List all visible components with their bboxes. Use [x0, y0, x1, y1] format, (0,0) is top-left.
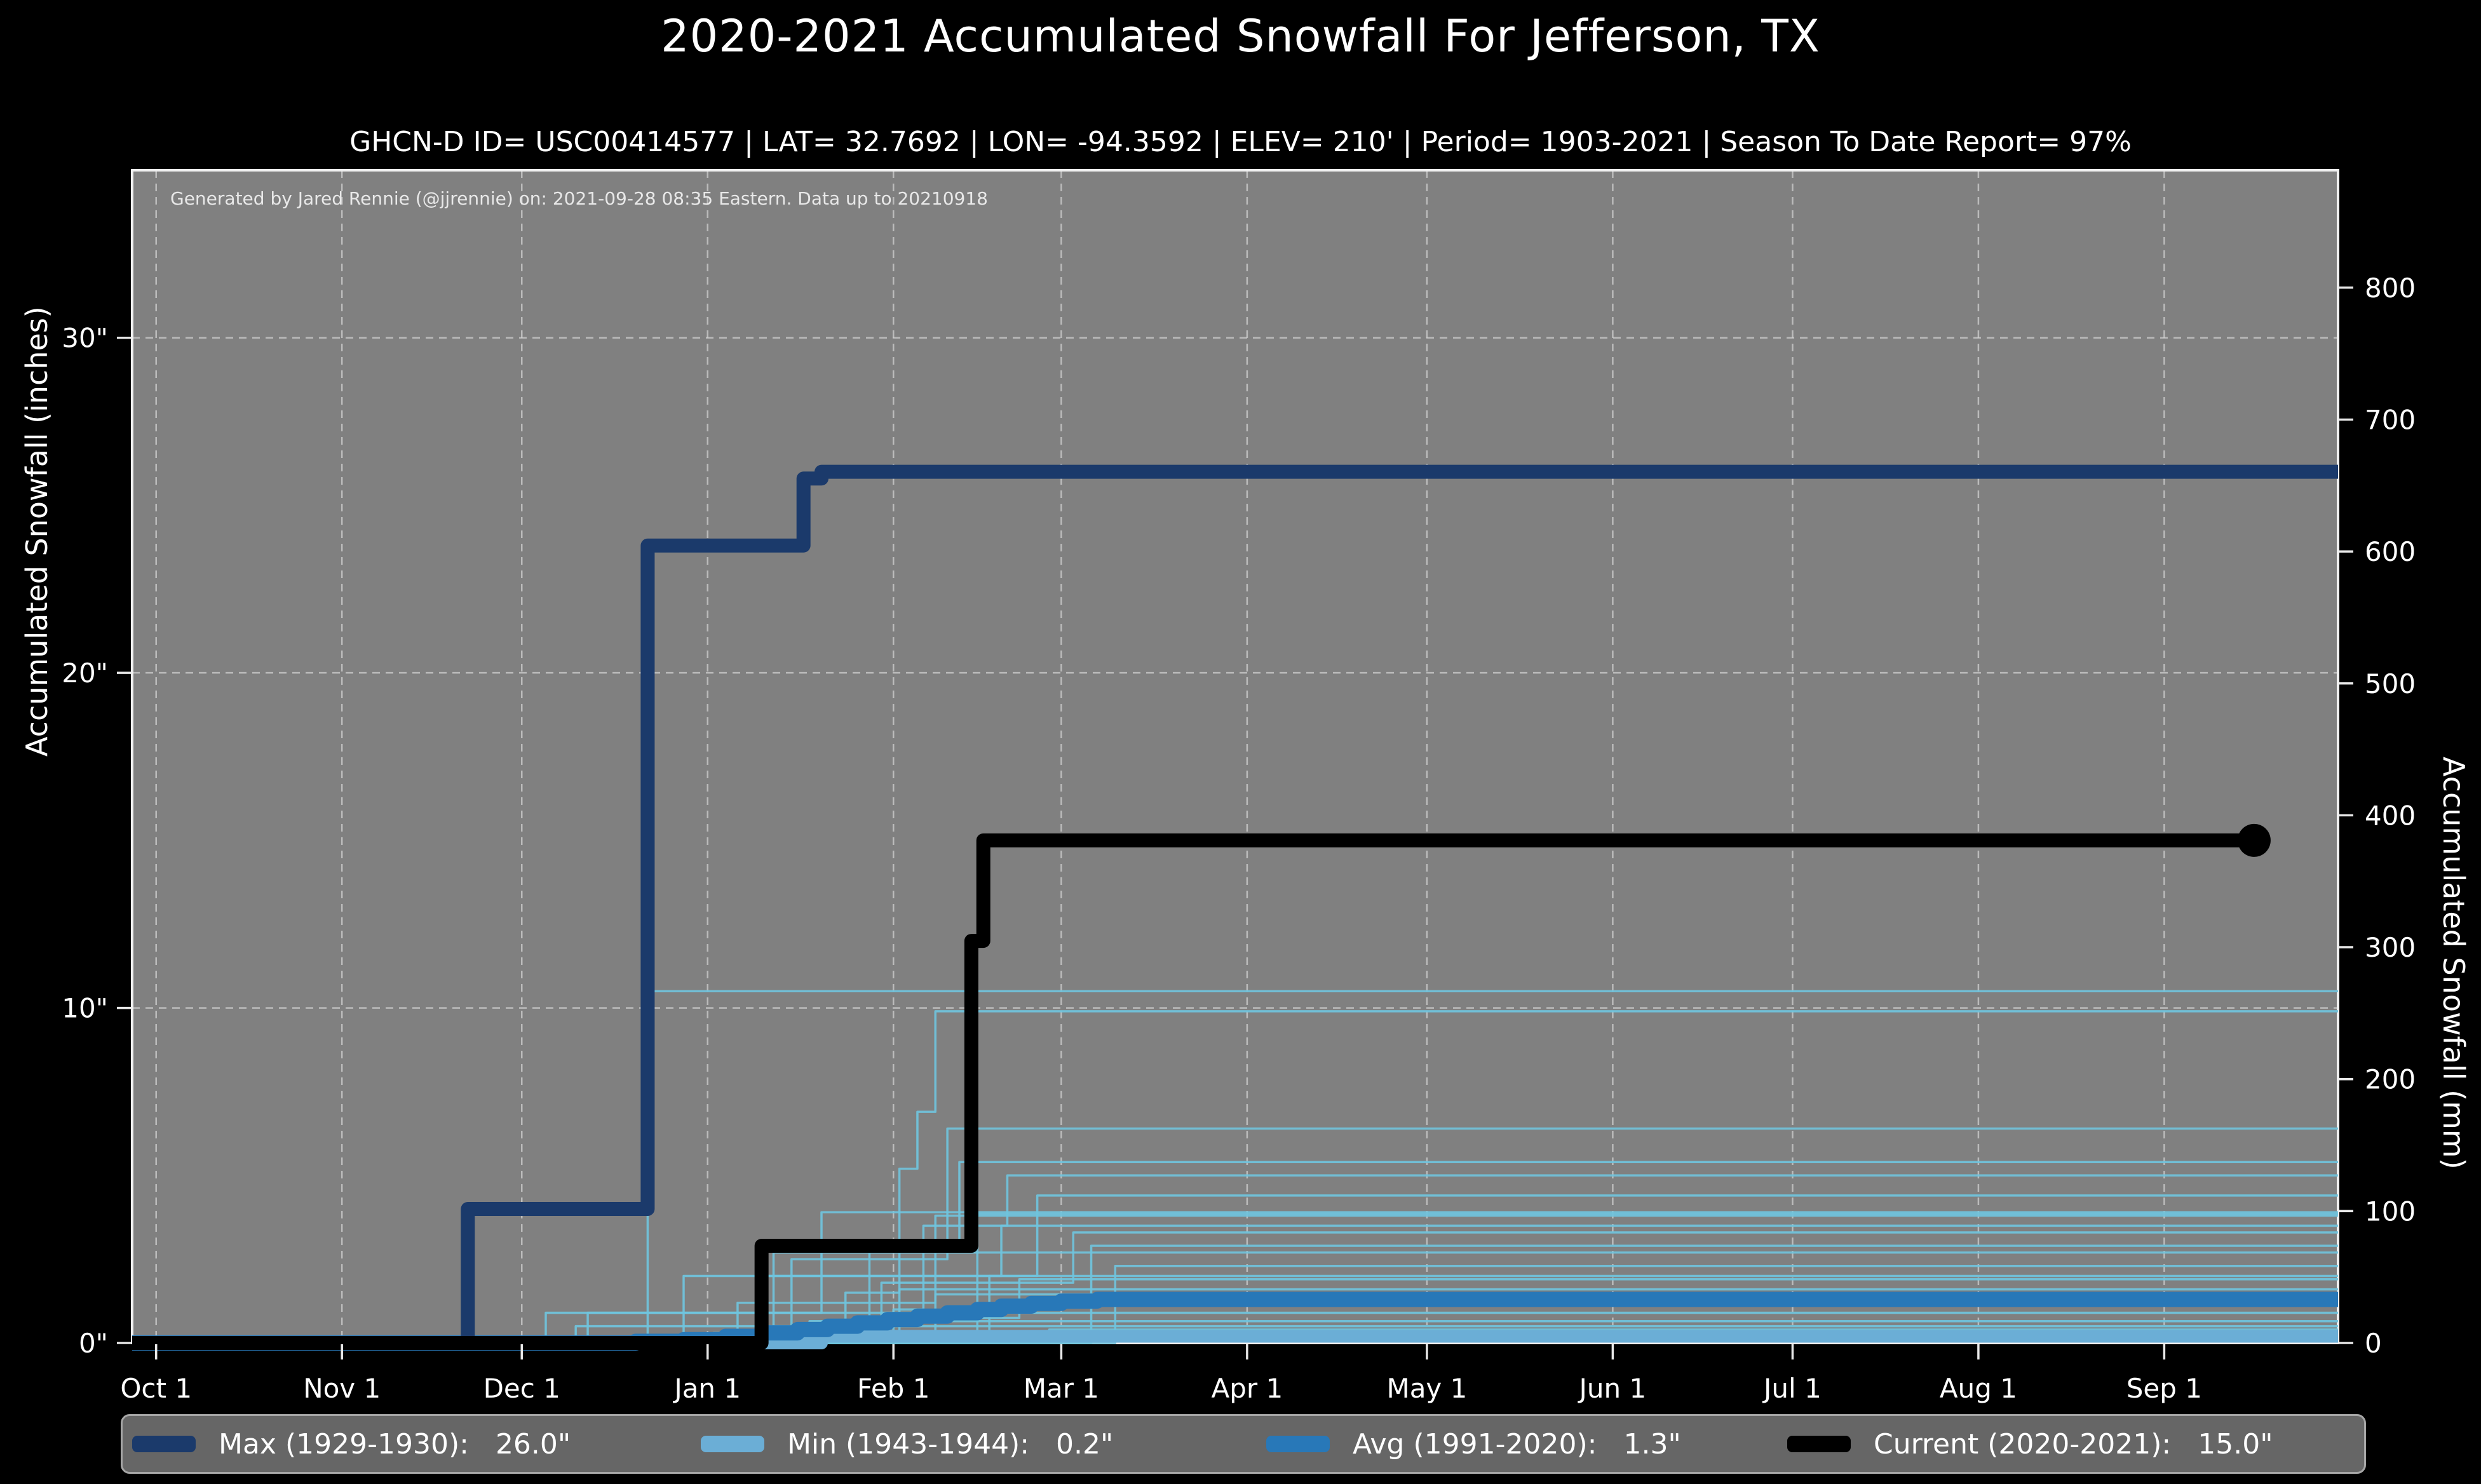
x-tick-label: Nov 1	[303, 1373, 381, 1404]
y-tick-label-mm: 200	[2365, 1064, 2416, 1095]
x-tick-label: Oct 1	[120, 1373, 192, 1404]
x-tick-label: May 1	[1386, 1373, 1467, 1404]
legend-value: 0.2"	[1056, 1427, 1114, 1460]
y-tick-label-mm: 400	[2365, 800, 2416, 831]
legend-item-avg: Avg (1991-2020): 1.3"	[1266, 1416, 1681, 1472]
attribution-text: Generated by Jared Rennie (@jjrennie) on…	[170, 188, 988, 209]
legend-label: Avg (1991-2020):	[1353, 1427, 1597, 1460]
series-current-end-marker	[2237, 823, 2271, 857]
x-tick-label: Jan 1	[672, 1373, 741, 1404]
legend-item-min: Min (1943-1944): 0.2"	[701, 1416, 1113, 1472]
page-title: 2020-2021 Accumulated Snowfall For Jeffe…	[661, 10, 1820, 62]
legend-swatch-avg	[1266, 1436, 1330, 1452]
x-tick-label: Sep 1	[2126, 1373, 2202, 1404]
x-tick-label: Dec 1	[483, 1373, 560, 1404]
legend-value: 26.0"	[495, 1427, 571, 1460]
legend-label: Current (2020-2021):	[1874, 1427, 2172, 1460]
y-tick-label-inches: 30"	[62, 323, 108, 354]
y-tick-label-mm: 800	[2365, 273, 2416, 304]
station-subtitle: GHCN-D ID= USC00414577 | LAT= 32.7692 | …	[349, 126, 2132, 158]
y-tick-label-mm: 300	[2365, 932, 2416, 963]
plot-border	[131, 169, 2339, 1344]
y-tick-label-mm: 100	[2365, 1196, 2416, 1227]
x-tick-label: Feb 1	[857, 1373, 930, 1404]
legend-item-current: Current (2020-2021): 15.0"	[1787, 1416, 2273, 1472]
y-tick-label-mm: 500	[2365, 668, 2416, 699]
x-tick-label: Jun 1	[1578, 1373, 1647, 1404]
y-tick-label-mm: 0	[2365, 1328, 2382, 1359]
x-tick-label: Apr 1	[1212, 1373, 1283, 1404]
y-tick-label-inches: 0"	[79, 1328, 108, 1359]
y-tick-label-inches: 20"	[62, 658, 108, 689]
legend-item-max: Max (1929-1930): 26.0"	[132, 1416, 571, 1472]
legend-swatch-current	[1787, 1436, 1851, 1452]
legend-value: 1.3"	[1623, 1427, 1681, 1460]
y-tick-label-inches: 10"	[62, 993, 108, 1024]
legend-swatch-min	[701, 1436, 764, 1452]
legend: Max (1929-1930): 26.0" Min (1943-1944): …	[121, 1414, 2366, 1474]
y-tick-label-mm: 600	[2365, 536, 2416, 567]
y-tick-label-mm: 700	[2365, 404, 2416, 435]
series-current-line	[132, 833, 2254, 1350]
series-max-line	[132, 464, 2338, 1350]
x-tick-label: Jul 1	[1762, 1373, 1822, 1404]
legend-label: Max (1929-1930):	[219, 1427, 469, 1460]
plot-area	[132, 170, 2338, 1343]
background-season-line	[132, 1010, 2338, 1344]
legend-value: 15.0"	[2198, 1427, 2273, 1460]
x-tick-label: Aug 1	[1940, 1373, 2017, 1404]
x-tick-label: Mar 1	[1024, 1373, 1099, 1404]
legend-swatch-max	[132, 1436, 196, 1452]
legend-label: Min (1943-1944):	[787, 1427, 1030, 1460]
